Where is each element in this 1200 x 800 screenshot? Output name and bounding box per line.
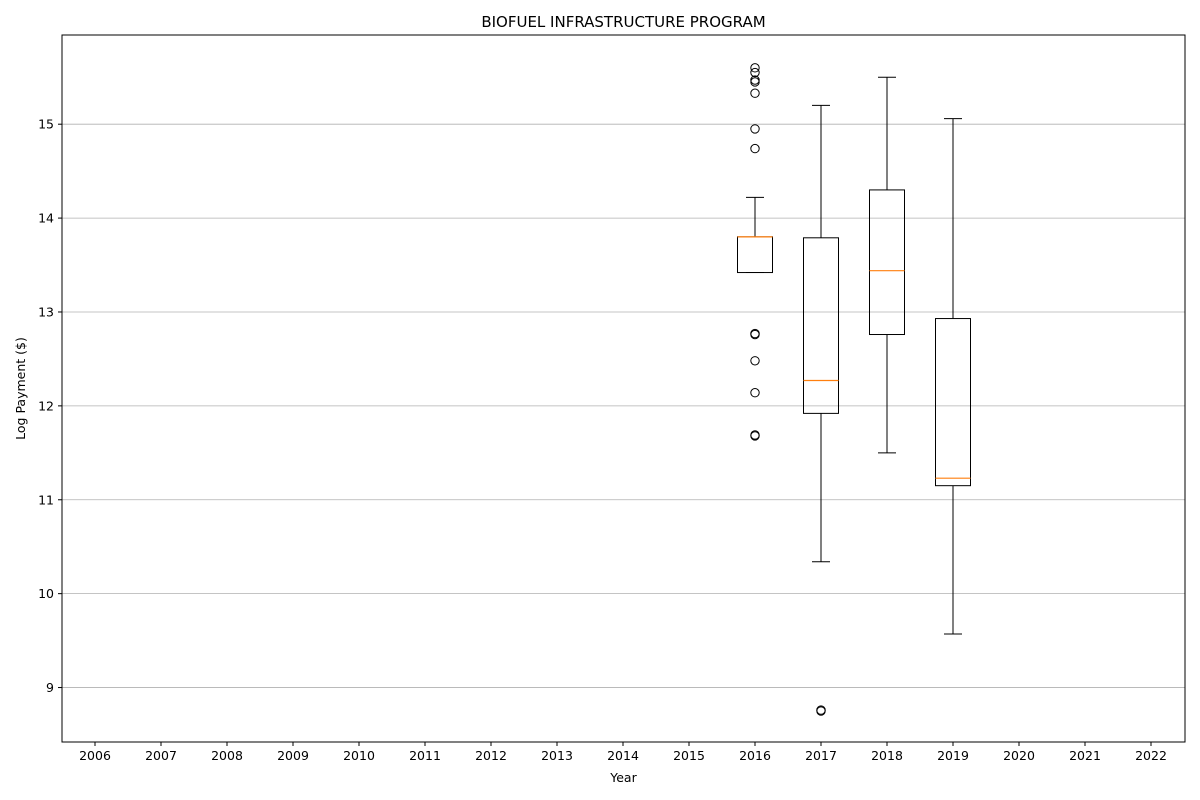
y-tick-label: 11 — [38, 492, 54, 507]
box-2019 — [935, 118, 971, 635]
x-tick-label: 2012 — [475, 748, 507, 763]
x-tick-label: 2010 — [343, 748, 375, 763]
box-iqr — [869, 189, 905, 336]
x-tick-label: 2013 — [541, 748, 573, 763]
x-tick-label: 2018 — [871, 748, 903, 763]
x-axis-label: Year — [609, 770, 637, 785]
x-tick-label: 2020 — [1003, 748, 1035, 763]
outlier-point — [750, 356, 760, 366]
x-tick-label: 2021 — [1069, 748, 1101, 763]
box-2018 — [869, 76, 905, 454]
box-iqr — [803, 237, 839, 414]
outlier-point — [750, 143, 760, 154]
y-axis: 9 10 11 12 13 14 15 — [38, 117, 62, 695]
x-tick-label: 2009 — [277, 748, 309, 763]
x-tick-label: 2014 — [607, 748, 639, 763]
y-tick-label: 13 — [38, 304, 54, 319]
outlier-point — [750, 388, 760, 398]
y-tick-label: 10 — [38, 586, 54, 601]
outlier-point — [750, 77, 760, 87]
outlier-point — [750, 431, 760, 441]
box-series — [737, 63, 971, 716]
box-2017 — [803, 104, 839, 716]
gridlines — [62, 123, 1185, 688]
box-iqr — [935, 318, 971, 487]
x-tick-label: 2016 — [739, 748, 771, 763]
outlier-point — [750, 124, 760, 134]
chart-title: BIOFUEL INFRASTRUCTURE PROGRAM — [481, 13, 765, 31]
x-tick-label: 2008 — [211, 748, 243, 763]
x-tick-label: 2011 — [409, 748, 441, 763]
x-axis: 2006 2007 2008 2009 2010 2011 2012 2013 2014 2015… — [79, 742, 1167, 763]
x-tick-label: 2007 — [145, 748, 177, 763]
y-tick-label: 14 — [38, 211, 54, 226]
x-tick-label: 2006 — [79, 748, 111, 763]
plot-frame — [61, 34, 1186, 743]
outlier-point — [750, 88, 760, 98]
x-tick-label: 2022 — [1135, 748, 1167, 763]
y-axis-label: Log Payment ($) — [13, 337, 28, 440]
y-tick-label: 12 — [38, 398, 54, 413]
y-tick-label: 9 — [46, 680, 54, 695]
x-tick-label: 2015 — [673, 748, 705, 763]
outlier-point — [750, 329, 760, 340]
box-iqr — [737, 236, 773, 274]
outlier-point — [750, 63, 760, 73]
outlier-point — [750, 67, 760, 78]
outlier-point — [816, 706, 826, 716]
box-2016 — [737, 63, 773, 441]
x-tick-label: 2017 — [805, 748, 837, 763]
y-tick-label: 15 — [38, 117, 54, 132]
x-tick-label: 2019 — [937, 748, 969, 763]
